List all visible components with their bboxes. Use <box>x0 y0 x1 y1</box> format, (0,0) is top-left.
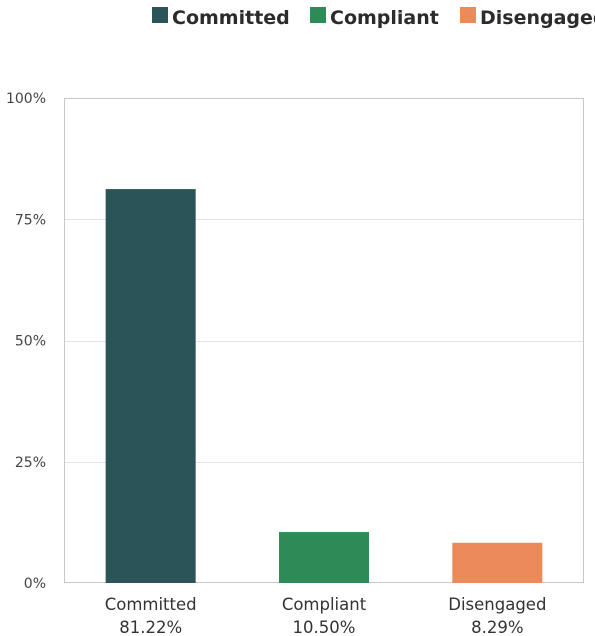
legend-swatch <box>310 7 326 23</box>
legend-label: Disengaged <box>480 7 595 29</box>
y-tick-label: 25% <box>15 455 46 471</box>
x-axis: Committed 81.22% Compliant 10.50% Disengaged… <box>105 595 547 636</box>
legend: Committed Compliant Disengaged <box>152 7 595 29</box>
x-category-label: Disengaged <box>448 595 546 614</box>
bars <box>105 189 543 583</box>
y-tick-label: 0% <box>24 576 46 592</box>
data-label: 81.22% <box>119 618 182 636</box>
legend-swatch <box>460 7 476 23</box>
bar-committed <box>105 189 196 583</box>
data-label: 10.50% <box>293 618 356 636</box>
y-tick-label: 100% <box>6 91 46 107</box>
bar-disengaged <box>452 542 543 583</box>
legend-label: Compliant <box>330 7 439 29</box>
y-tick-label: 50% <box>15 334 46 350</box>
y-tick-label: 75% <box>15 212 46 228</box>
legend-swatch <box>152 7 168 23</box>
legend-label: Committed <box>172 7 290 29</box>
data-label: 8.29% <box>471 618 523 636</box>
y-axis: 0% 25% 50% 75% 100% <box>6 91 46 592</box>
bar-compliant <box>279 532 369 583</box>
x-category-label: Committed <box>105 595 197 614</box>
x-category-label: Compliant <box>282 595 367 614</box>
